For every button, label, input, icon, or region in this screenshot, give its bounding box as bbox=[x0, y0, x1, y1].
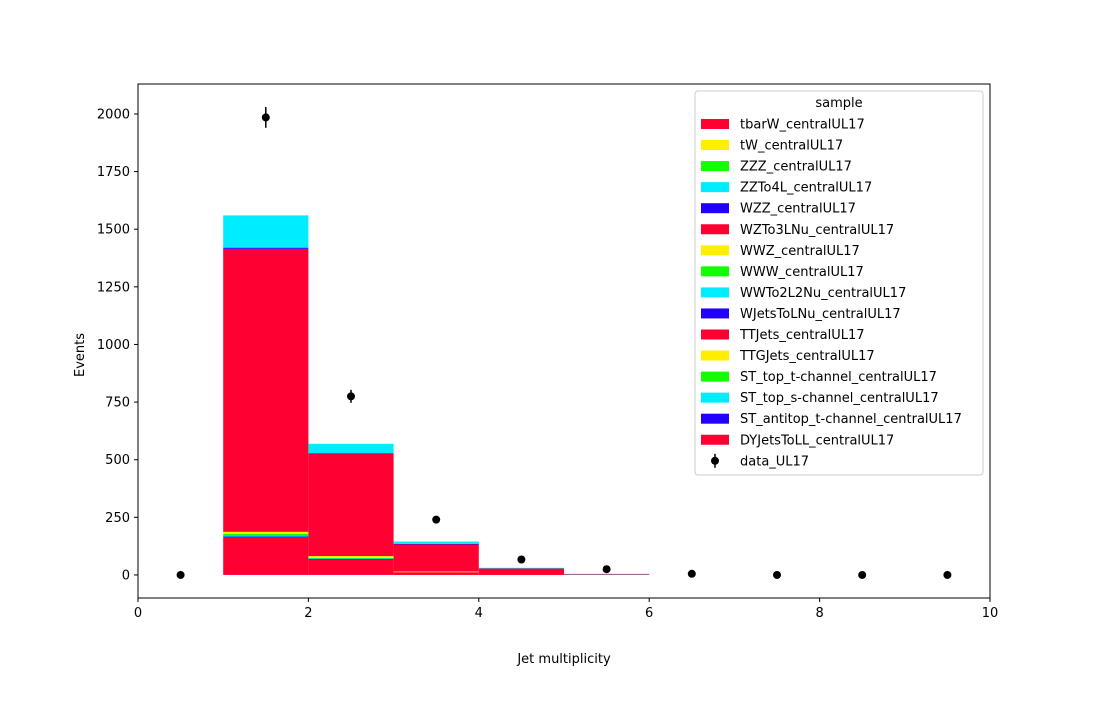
legend-label-WWTo2L2Nu_centralUL17: WWTo2L2Nu_centralUL17 bbox=[740, 286, 906, 301]
data-point-5 bbox=[602, 565, 611, 574]
legend-label-tbarW_centralUL17: tbarW_centralUL17 bbox=[740, 118, 865, 133]
legend-swatch-WWTo2L2Nu_centralUL17 bbox=[701, 287, 729, 298]
y-tick-label-7: 1750 bbox=[97, 165, 130, 180]
bar-TTGJets_centralUL17-bin-3 bbox=[393, 571, 479, 573]
bar-TTJets_centralUL17-bin-3 bbox=[393, 544, 479, 572]
legend-swatch-WWW_centralUL17 bbox=[701, 266, 729, 277]
legend-swatch-DYJetsToLL_centralUL17 bbox=[701, 434, 729, 445]
bar-TTJets_centralUL17-bin-1 bbox=[223, 248, 309, 532]
y-tick-label-3: 750 bbox=[105, 396, 130, 411]
bars-layer bbox=[223, 215, 650, 575]
bar-ST_antitop_t-channel_centralUL17-bin-1 bbox=[223, 536, 309, 538]
data-point-1 bbox=[261, 113, 270, 122]
data-point-6 bbox=[687, 569, 696, 578]
y-tick-label-2: 500 bbox=[105, 453, 130, 468]
y-tick-label-1: 250 bbox=[105, 511, 130, 526]
legend-swatch-TTGJets_centralUL17 bbox=[701, 350, 729, 361]
legend-frame bbox=[694, 90, 984, 476]
x-tick-label-5: 10 bbox=[982, 606, 999, 621]
bar-ST_top_s-channel_centralUL17-bin-2 bbox=[308, 558, 394, 559]
y-tick-label-0: 0 bbox=[122, 568, 130, 583]
bar-WWTo2L2Nu_centralUL17-bin-5 bbox=[564, 573, 650, 575]
bar-WWTo2L2Nu_centralUL17-bin-3 bbox=[393, 541, 479, 544]
legend-label-WWZ_centralUL17: WWZ_centralUL17 bbox=[740, 244, 860, 259]
legend-label-ZZTo4L_centralUL17: ZZTo4L_centralUL17 bbox=[740, 181, 872, 196]
bar-WJetsToLNu_centralUL17-bin-2 bbox=[308, 453, 394, 455]
legend-swatch-ST_top_s-channel_centralUL17 bbox=[701, 392, 729, 403]
legend-label-data_UL17: data_UL17 bbox=[740, 454, 809, 469]
data-point-0 bbox=[176, 570, 185, 579]
data-point-4 bbox=[517, 555, 526, 564]
legend-swatch-TTJets_centralUL17 bbox=[701, 329, 729, 340]
bar-WWTo2L2Nu_centralUL17-bin-2 bbox=[308, 443, 394, 454]
bar-WWTo2L2Nu_centralUL17-bin-1 bbox=[223, 215, 309, 248]
bar-DYJetsToLL_centralUL17-bin-1 bbox=[223, 536, 309, 575]
legend-swatch-tbarW_centralUL17 bbox=[701, 119, 729, 129]
y-tick-label-4: 1000 bbox=[97, 338, 130, 353]
legend-swatch-ST_antitop_t-channel_centralUL17 bbox=[701, 413, 729, 424]
x-axis-label: Jet multiplicity bbox=[516, 652, 611, 667]
y-axis-label: Events bbox=[73, 333, 88, 377]
bar-TTJets_centralUL17-bin-4 bbox=[478, 568, 564, 575]
legend-label-WWW_centralUL17: WWW_centralUL17 bbox=[740, 265, 864, 280]
legend-swatch-ZZTo4L_centralUL17 bbox=[701, 182, 729, 193]
bar-TTJets_centralUL17-bin-2 bbox=[308, 453, 394, 557]
legend-swatch-tW_centralUL17 bbox=[701, 140, 729, 151]
legend-label-ST_antitop_t-channel_centralUL17: ST_antitop_t-channel_centralUL17 bbox=[740, 412, 962, 427]
plot-frame bbox=[137, 83, 991, 599]
legend-swatch-WWZ_centralUL17 bbox=[701, 245, 729, 256]
data-points-layer bbox=[176, 107, 952, 579]
data-point-3 bbox=[432, 515, 441, 524]
bar-WJetsToLNu_centralUL17-bin-3 bbox=[393, 543, 479, 545]
bar-ST_top_s-channel_centralUL17-bin-1 bbox=[223, 535, 309, 537]
x-tick-label-3: 6 bbox=[645, 606, 653, 621]
legend-label-TTJets_centralUL17: TTJets_centralUL17 bbox=[739, 328, 865, 343]
data-point-8 bbox=[858, 570, 867, 579]
bar-TTJets_centralUL17-bin-5 bbox=[564, 574, 650, 575]
legend-label-TTGJets_centralUL17: TTGJets_centralUL17 bbox=[739, 349, 875, 364]
bar-ST_top_t-channel_centralUL17-bin-2 bbox=[308, 557, 394, 559]
data-point-9 bbox=[943, 570, 952, 579]
bar-DYJetsToLL_centralUL17-bin-2 bbox=[308, 558, 394, 575]
legend-label-DYJetsToLL_centralUL17: DYJetsToLL_centralUL17 bbox=[740, 433, 894, 448]
x-tick-label-2: 4 bbox=[475, 606, 483, 621]
data-point-2 bbox=[347, 392, 355, 401]
legend-swatch-WJetsToLNu_centralUL17 bbox=[701, 308, 729, 319]
x-tick-label-0: 0 bbox=[134, 606, 142, 621]
legend-swatch-ST_top_t-channel_centralUL17 bbox=[701, 371, 729, 382]
legend-label-tW_centralUL17: tW_centralUL17 bbox=[740, 139, 843, 154]
legend-label-ST_top_s-channel_centralUL17: ST_top_s-channel_centralUL17 bbox=[740, 391, 939, 406]
legend-swatch-ZZZ_centralUL17 bbox=[701, 161, 729, 172]
legend-label-WZZ_centralUL17: WZZ_centralUL17 bbox=[740, 202, 856, 217]
axes-layer: 0 2 4 6 8 10 0 250 500 750 1000 1250 1500 1750 2000 bbox=[97, 107, 998, 621]
bar-WWTo2L2Nu_centralUL17-bin-4 bbox=[478, 567, 564, 569]
data-point-7 bbox=[773, 570, 781, 579]
bar-DYJetsToLL_centralUL17-bin-3 bbox=[393, 572, 479, 575]
legend-marker-data_UL17 bbox=[711, 456, 719, 465]
legend-label-WJetsToLNu_centralUL17: WJetsToLNu_centralUL17 bbox=[740, 307, 901, 322]
bar-TTGJets_centralUL17-bin-1 bbox=[223, 531, 309, 534]
y-tick-label-8: 2000 bbox=[97, 107, 130, 122]
legend-label-ST_top_t-channel_centralUL17: ST_top_t-channel_centralUL17 bbox=[740, 370, 937, 385]
legend-label-ZZZ_centralUL17: ZZZ_centralUL17 bbox=[740, 160, 852, 175]
legend: sample tbarW_centralUL17 tW_centralUL17 ZZ… bbox=[694, 90, 984, 476]
x-tick-label-1: 2 bbox=[304, 606, 312, 621]
legend-label-WZTo3LNu_centralUL17: WZTo3LNu_centralUL17 bbox=[740, 223, 894, 238]
bar-WJetsToLNu_centralUL17-bin-1 bbox=[223, 247, 309, 249]
y-tick-label-6: 1500 bbox=[97, 223, 130, 238]
legend-title: sample bbox=[815, 96, 862, 111]
legend-swatch-WZTo3LNu_centralUL17 bbox=[701, 224, 729, 235]
legend-swatch-WZZ_centralUL17 bbox=[701, 203, 729, 214]
bar-TTGJets_centralUL17-bin-2 bbox=[308, 556, 394, 558]
y-tick-label-5: 1250 bbox=[97, 280, 130, 295]
bar-ST_top_t-channel_centralUL17-bin-1 bbox=[223, 533, 309, 536]
x-tick-label-4: 8 bbox=[815, 606, 823, 621]
